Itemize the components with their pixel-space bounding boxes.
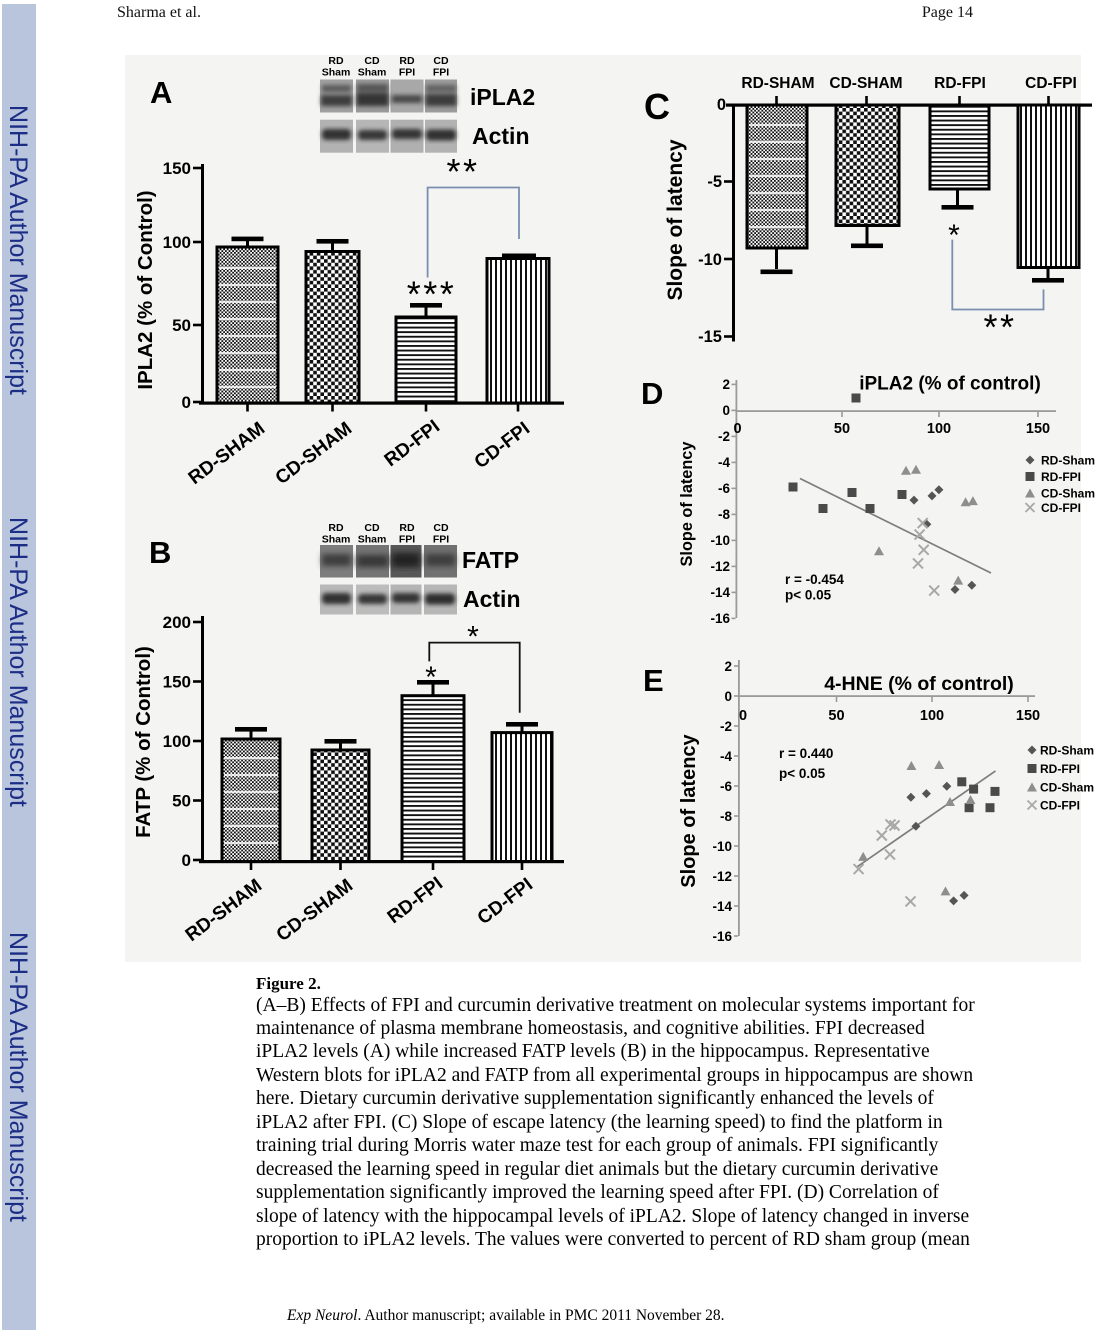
svg-text:150: 150 — [1026, 421, 1050, 437]
svg-text:D: D — [641, 376, 663, 411]
svg-text:RD-FPI: RD-FPI — [1041, 470, 1081, 484]
svg-text:FPI: FPI — [399, 534, 415, 546]
svg-text:Sham: Sham — [358, 67, 387, 79]
svg-text:FPI: FPI — [433, 534, 449, 546]
svg-text:RD-Sham: RD-Sham — [1041, 454, 1095, 468]
svg-text:RD-SHAM: RD-SHAM — [741, 75, 814, 92]
svg-text:0: 0 — [733, 421, 741, 437]
svg-text:r = -0.454: r = -0.454 — [785, 572, 844, 587]
svg-text:-8: -8 — [718, 507, 730, 522]
svg-text:-10: -10 — [710, 533, 730, 548]
svg-text:0: 0 — [722, 403, 730, 418]
svg-text:200: 200 — [163, 613, 191, 632]
svg-text:*: * — [467, 621, 479, 654]
svg-text:150: 150 — [1016, 708, 1040, 724]
svg-text:RD-FPI: RD-FPI — [934, 75, 986, 92]
svg-text:100: 100 — [163, 233, 191, 252]
svg-text:4-HNE (% of control): 4-HNE (% of control) — [824, 673, 1014, 695]
svg-text:**: ** — [983, 307, 1016, 348]
svg-text:50: 50 — [828, 708, 844, 724]
svg-text:*: * — [425, 661, 437, 694]
svg-text:RD: RD — [399, 55, 415, 67]
svg-text:RD-FPI: RD-FPI — [1040, 762, 1080, 776]
svg-text:p< 0.05: p< 0.05 — [779, 766, 826, 781]
svg-text:RD: RD — [399, 522, 415, 534]
svg-text:-2: -2 — [720, 719, 732, 734]
svg-text:CD: CD — [433, 55, 449, 67]
svg-text:**: ** — [446, 151, 479, 192]
svg-text:IPLA2 (% of Control): IPLA2 (% of Control) — [134, 190, 157, 389]
svg-text:-14: -14 — [712, 899, 732, 914]
svg-text:CD-FPI: CD-FPI — [1041, 501, 1081, 515]
svg-text:*: * — [948, 219, 960, 252]
svg-text:r = 0.440: r = 0.440 — [779, 746, 833, 761]
svg-text:Sham: Sham — [322, 534, 351, 546]
svg-text:A: A — [150, 75, 172, 110]
svg-text:-12: -12 — [710, 559, 730, 574]
svg-text:RD-Sham: RD-Sham — [1040, 744, 1094, 758]
svg-text:-16: -16 — [710, 611, 730, 626]
svg-text:FPI: FPI — [433, 67, 449, 79]
svg-text:-15: -15 — [698, 328, 722, 346]
svg-text:0: 0 — [182, 393, 191, 412]
svg-text:100: 100 — [927, 421, 951, 437]
svg-text:Sham: Sham — [358, 534, 387, 546]
svg-text:FPI: FPI — [399, 67, 415, 79]
svg-text:-4: -4 — [718, 455, 730, 470]
svg-text:iPLA2 (% of control): iPLA2 (% of control) — [859, 374, 1041, 395]
svg-text:-2: -2 — [718, 429, 730, 444]
svg-text:-16: -16 — [712, 929, 732, 944]
svg-text:CD-FPI: CD-FPI — [1025, 75, 1077, 92]
svg-text:0: 0 — [724, 689, 732, 704]
svg-text:Actin: Actin — [472, 123, 530, 149]
svg-text:-5: -5 — [707, 173, 722, 191]
svg-text:2: 2 — [724, 659, 732, 674]
svg-text:C: C — [644, 86, 670, 127]
svg-text:CD: CD — [433, 522, 449, 534]
svg-text:0: 0 — [182, 851, 191, 870]
svg-text:iPLA2: iPLA2 — [470, 84, 535, 110]
svg-text:FATP: FATP — [462, 547, 519, 573]
svg-text:150: 150 — [163, 673, 191, 692]
svg-text:CD-SHAM: CD-SHAM — [829, 75, 902, 92]
svg-text:p< 0.05: p< 0.05 — [785, 588, 832, 603]
svg-text:***: *** — [407, 274, 457, 315]
svg-text:FATP (% of Control): FATP (% of Control) — [132, 646, 155, 838]
svg-text:B: B — [149, 535, 171, 570]
svg-text:Slope of latency: Slope of latency — [678, 442, 696, 567]
svg-text:Slope of latency: Slope of latency — [664, 139, 687, 300]
svg-text:-10: -10 — [712, 839, 732, 854]
svg-text:RD: RD — [328, 522, 344, 534]
svg-text:RD: RD — [328, 55, 344, 67]
svg-text:CD: CD — [364, 55, 380, 67]
svg-text:100: 100 — [920, 708, 944, 724]
svg-text:150: 150 — [163, 159, 191, 178]
svg-text:CD: CD — [364, 522, 380, 534]
svg-text:-12: -12 — [712, 869, 732, 884]
svg-text:Sham: Sham — [322, 67, 351, 79]
svg-text:50: 50 — [172, 316, 191, 335]
svg-text:50: 50 — [172, 792, 191, 811]
svg-text:-6: -6 — [718, 481, 730, 496]
svg-text:0: 0 — [717, 96, 726, 114]
svg-text:CD-FPI: CD-FPI — [1040, 799, 1080, 813]
svg-text:100: 100 — [163, 732, 191, 751]
svg-text:CD-Sham: CD-Sham — [1041, 487, 1095, 501]
svg-text:50: 50 — [834, 421, 850, 437]
svg-text:-8: -8 — [720, 809, 732, 824]
svg-text:2: 2 — [722, 377, 730, 392]
svg-text:E: E — [643, 663, 664, 698]
svg-text:-10: -10 — [698, 251, 722, 269]
svg-text:CD-Sham: CD-Sham — [1040, 781, 1094, 795]
svg-text:Slope of latency: Slope of latency — [678, 733, 700, 887]
svg-text:-4: -4 — [720, 749, 732, 764]
svg-text:-14: -14 — [710, 585, 730, 600]
svg-text:-6: -6 — [720, 779, 732, 794]
svg-text:Actin: Actin — [463, 586, 521, 612]
svg-text:0: 0 — [739, 708, 747, 724]
